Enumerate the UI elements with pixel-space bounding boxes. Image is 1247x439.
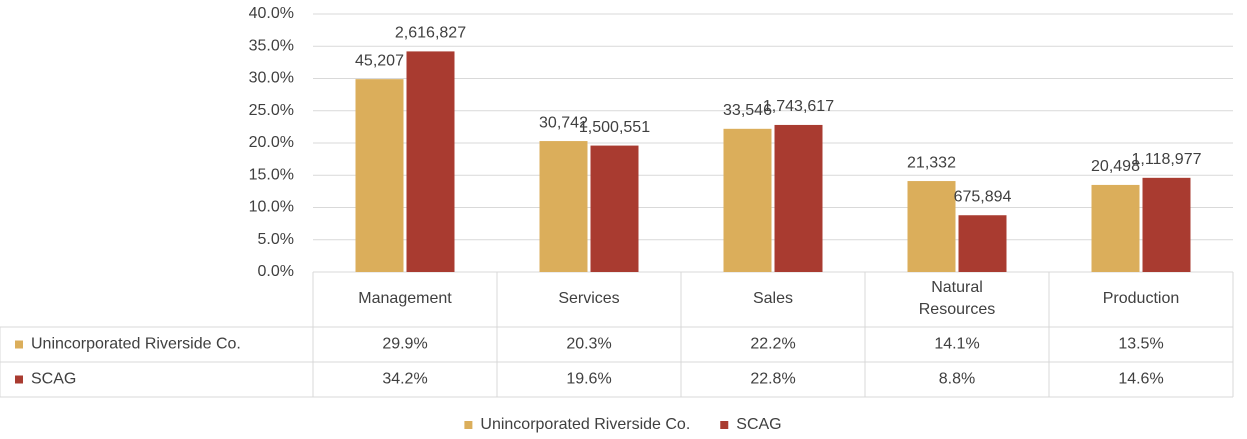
legend-swatch — [15, 340, 23, 349]
y-tick-label: 35.0% — [249, 37, 294, 54]
y-tick-label: 15.0% — [249, 166, 294, 183]
x-tick-label: Services — [558, 290, 619, 307]
legend-swatch — [720, 421, 729, 429]
data-label: 675,894 — [954, 188, 1012, 205]
bar — [907, 181, 956, 272]
table-cell: 29.9% — [382, 336, 427, 353]
bar — [406, 51, 455, 272]
bar — [774, 124, 823, 272]
row-header: SCAG — [31, 371, 76, 388]
data-label: 20,498 — [1091, 158, 1140, 175]
table-cell: 22.2% — [750, 336, 795, 353]
x-tick-label: Sales — [753, 290, 793, 307]
table-cell: 20.3% — [566, 336, 611, 353]
legend-swatch — [15, 375, 23, 384]
bar — [1091, 184, 1140, 272]
bar — [539, 141, 588, 272]
y-tick-label: 10.0% — [249, 199, 294, 216]
legend-swatch — [464, 421, 473, 429]
y-tick-label: 5.0% — [258, 231, 294, 248]
x-tick-label: Natural Resources — [919, 279, 995, 318]
bar — [1142, 177, 1191, 272]
data-label: 30,742 — [539, 114, 588, 131]
table-cell: 14.1% — [934, 336, 979, 353]
legend-label: SCAG — [736, 416, 781, 433]
table-cell: 19.6% — [566, 371, 611, 388]
data-label: 1,118,977 — [1132, 151, 1202, 168]
y-tick-label: 0.0% — [258, 263, 294, 280]
table-cell: 13.5% — [1118, 336, 1163, 353]
y-tick-label: 20.0% — [249, 134, 294, 151]
data-label: 21,332 — [907, 154, 956, 171]
x-tick-label: Production — [1103, 290, 1180, 307]
legend: Unincorporated Riverside Co. SCAG — [464, 416, 782, 433]
table-cell: 34.2% — [382, 371, 427, 388]
bar — [590, 145, 639, 272]
table-cell: 14.6% — [1118, 371, 1163, 388]
x-tick-label: Management — [358, 290, 452, 307]
y-tick-label: 25.0% — [249, 102, 294, 119]
bar — [958, 215, 1007, 272]
data-label: 33,546 — [723, 102, 772, 119]
data-label: 45,207 — [355, 52, 404, 69]
y-tick-label: 40.0% — [249, 5, 294, 22]
data-label: 1,743,617 — [763, 98, 834, 115]
y-tick-label: 30.0% — [249, 70, 294, 87]
table-cell: 22.8% — [750, 371, 795, 388]
data-label: 1,500,551 — [579, 119, 650, 136]
data-label: 2,616,827 — [395, 25, 466, 42]
table-cell: 8.8% — [939, 371, 975, 388]
row-header: Unincorporated Riverside Co. — [31, 336, 241, 353]
bar — [723, 128, 772, 272]
legend-label: Unincorporated Riverside Co. — [480, 416, 690, 433]
bar — [355, 79, 404, 273]
